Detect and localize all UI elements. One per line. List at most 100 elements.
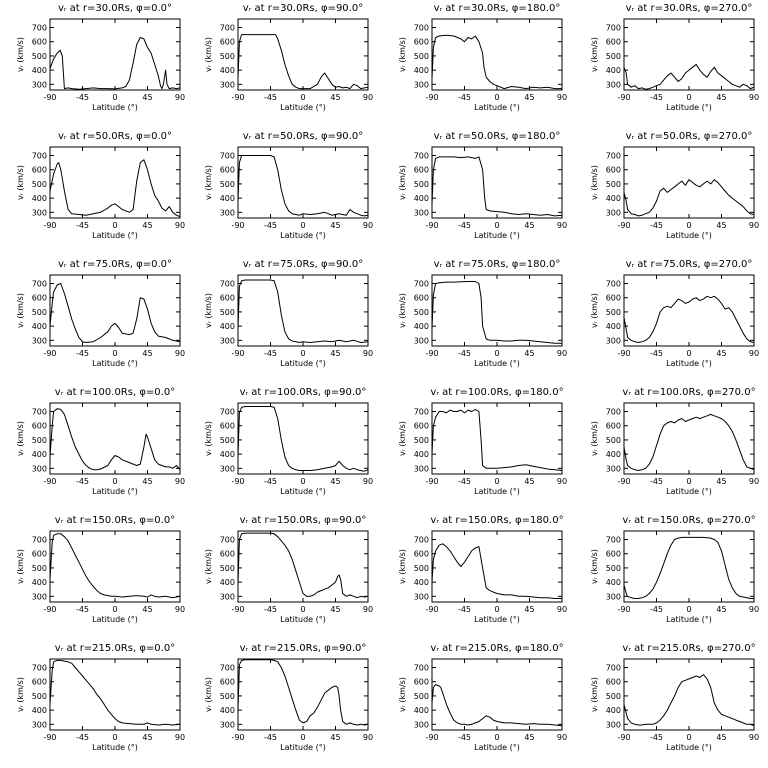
x-tick-label: -45 [458,477,471,486]
y-axis-label: vᵣ (km/s) [204,677,213,712]
y-tick-label: 300 [220,592,235,601]
chart-title: vᵣ at r=100.0Rs, φ=0.0° [55,387,175,398]
y-tick-label: 400 [32,66,47,75]
x-tick-label: 45 [716,349,726,358]
x-axis-label: Latitude (°) [280,743,326,752]
y-tick-label: 500 [32,52,47,61]
y-tick-label: 500 [220,564,235,573]
chart-title: vᵣ at r=215.0Rs, φ=270.0° [622,643,755,654]
y-tick-label: 400 [606,578,621,587]
y-tick-label: 700 [220,664,235,673]
series-line [237,34,369,90]
series-line [431,156,563,217]
x-tick-label: 90 [175,221,185,230]
y-tick-label: 300 [220,720,235,729]
y-tick-label: 400 [606,194,621,203]
y-tick-label: 300 [220,208,235,217]
y-axis-label: vᵣ (km/s) [398,677,407,712]
y-axis-label: vᵣ (km/s) [204,549,213,584]
y-tick-label: 300 [220,80,235,89]
chart-title: vᵣ at r=215.0Rs, φ=180.0° [430,643,563,654]
chart-panel: vᵣ at r=215.0Rs, φ=180.0° -90 -45 0 45 90 300 4… [398,643,567,752]
x-tick-label: 45 [330,349,340,358]
y-tick-label: 400 [220,706,235,715]
chart-panel: vᵣ at r=150.0Rs, φ=0.0° -90 -45 0 45 90 300 400… [16,515,185,624]
x-tick-label: -90 [425,349,438,358]
chart-panel: vᵣ at r=30.0Rs, φ=270.0° -90 -45 0 45 90 300 40… [590,3,759,112]
chart-title: vᵣ at r=215.0Rs, φ=0.0° [55,643,175,654]
y-tick-label: 400 [220,194,235,203]
x-tick-label: 90 [749,93,759,102]
x-tick-label: 0 [494,221,499,230]
x-tick-label: -45 [458,733,471,742]
chart-panel: vᵣ at r=150.0Rs, φ=90.0° -90 -45 0 45 90 300 40… [204,515,373,624]
y-tick-label: 300 [606,208,621,217]
series-line [431,543,562,599]
chart-title: vᵣ at r=30.0Rs, φ=180.0° [434,3,561,14]
x-tick-label: -90 [617,605,630,614]
y-tick-label: 500 [220,308,235,317]
x-tick-label: 0 [112,477,117,486]
chart-panel: vᵣ at r=75.0Rs, φ=0.0° -90 -45 0 45 90 300 400 5… [16,259,185,368]
y-tick-label: 500 [414,564,429,573]
x-tick-label: -90 [231,605,244,614]
x-tick-label: 0 [300,221,305,230]
y-tick-label: 500 [32,564,47,573]
x-tick-label: 90 [557,605,567,614]
y-tick-label: 600 [32,422,47,431]
series-line [49,533,181,599]
x-tick-label: 90 [175,605,185,614]
y-tick-label: 500 [606,308,621,317]
x-axis-label: Latitude (°) [474,231,520,240]
x-tick-label: 90 [749,605,759,614]
x-tick-label: -90 [425,477,438,486]
y-tick-label: 400 [32,194,47,203]
y-tick-label: 500 [220,180,235,189]
x-tick-label: 0 [300,93,305,102]
chart-title: vᵣ at r=75.0Rs, φ=90.0° [243,259,363,270]
y-tick-label: 300 [414,208,429,217]
x-tick-label: 45 [142,93,152,102]
series-line [49,408,181,471]
x-tick-label: 45 [524,221,534,230]
x-axis-label: Latitude (°) [474,359,520,368]
series-line [237,406,369,472]
x-tick-label: -45 [650,733,663,742]
chart-title: vᵣ at r=50.0Rs, φ=90.0° [243,131,363,142]
x-tick-label: 0 [112,221,117,230]
chart-panel: vᵣ at r=100.0Rs, φ=90.0° -90 -45 0 45 90 300 40… [204,387,373,496]
x-tick-label: 45 [142,477,152,486]
x-tick-label: -90 [231,349,244,358]
y-tick-label: 700 [220,536,235,545]
x-tick-label: 90 [363,221,373,230]
y-tick-label: 700 [32,24,47,33]
x-axis-label: Latitude (°) [474,615,520,624]
y-tick-label: 500 [220,52,235,61]
x-tick-label: -45 [458,221,471,230]
y-tick-label: 300 [32,720,47,729]
x-axis-label: Latitude (°) [666,487,712,496]
chart-panel: vᵣ at r=75.0Rs, φ=90.0° -90 -45 0 45 90 300 400… [204,259,373,368]
y-tick-label: 300 [32,80,47,89]
x-tick-label: -90 [43,221,56,230]
y-axis-label: vᵣ (km/s) [398,165,407,200]
x-tick-label: 45 [716,93,726,102]
x-tick-label: 0 [686,477,691,486]
y-tick-label: 400 [606,66,621,75]
y-tick-label: 700 [220,408,235,417]
x-tick-label: -90 [617,477,630,486]
x-tick-label: -90 [617,733,630,742]
chart-title: vᵣ at r=50.0Rs, φ=270.0° [626,131,753,142]
x-tick-label: -45 [264,605,277,614]
x-tick-label: 45 [524,477,534,486]
y-tick-label: 300 [32,208,47,217]
x-tick-label: -90 [617,221,630,230]
x-tick-label: -45 [264,93,277,102]
series-line [431,408,563,471]
y-tick-label: 700 [414,536,429,545]
y-tick-label: 700 [414,24,429,33]
y-tick-label: 300 [414,80,429,89]
y-tick-label: 700 [606,408,621,417]
x-tick-label: -90 [425,605,438,614]
y-tick-label: 700 [32,536,47,545]
